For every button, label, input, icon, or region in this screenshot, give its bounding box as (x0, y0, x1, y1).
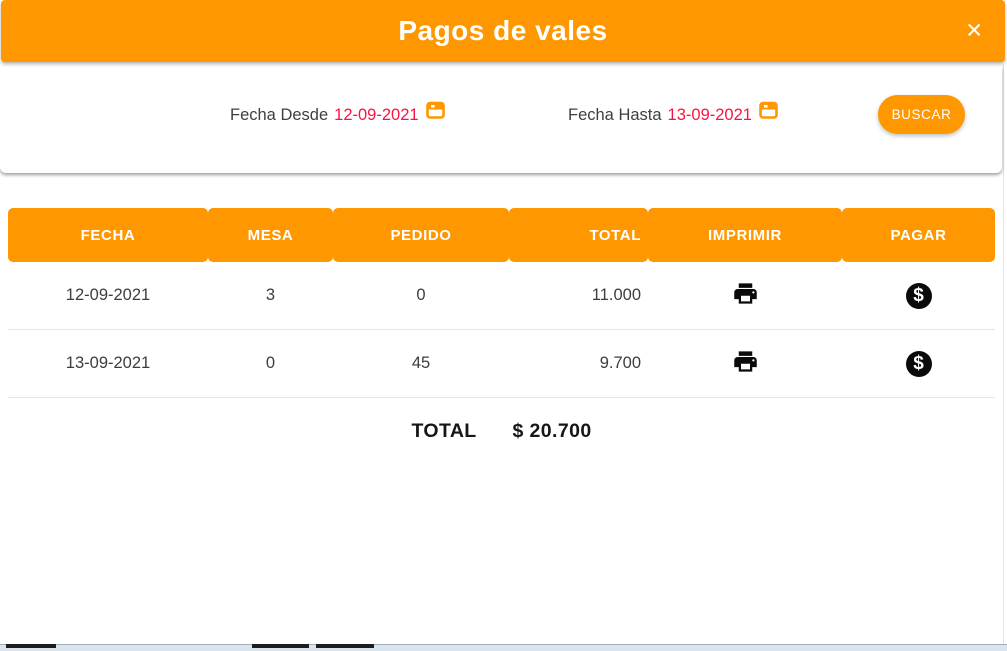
window-right-edge (1003, 64, 1004, 644)
fecha-hasta-value[interactable]: 13-09-2021 (667, 105, 752, 124)
close-icon[interactable]: ✕ (965, 19, 983, 43)
cell-imprimir (648, 262, 842, 330)
header-pedido: PEDIDO (333, 208, 509, 262)
cell-mesa: 3 (208, 262, 333, 330)
cell-total: 11.000 (509, 262, 648, 330)
header-imprimir: IMPRIMIR (648, 208, 842, 262)
summary-total-value: $ 20.700 (512, 420, 592, 442)
header-total: TOTAL (509, 208, 648, 262)
summary-total: TOTAL $ 20.700 (8, 420, 995, 443)
fecha-desde-group: Fecha Desde 12-09-2021 (230, 100, 445, 128)
summary-total-label: TOTAL (411, 420, 477, 442)
cell-pedido: 0 (333, 262, 509, 330)
dollar-circle-icon[interactable]: $ (905, 350, 932, 377)
fecha-hasta-group: Fecha Hasta 13-09-2021 (568, 100, 778, 128)
table-row: 13-09-2021 0 45 9.700 $ (8, 330, 995, 398)
cell-mesa: 0 (208, 330, 333, 398)
filter-card: Fecha Desde 12-09-2021 Fecha Hasta 13-09… (0, 66, 1002, 173)
table-header-row: FECHA MESA PEDIDO TOTAL IMPRIMIR PAGAR (8, 208, 995, 262)
page-title: Pagos de vales (398, 15, 608, 46)
fecha-hasta-label: Fecha Hasta (568, 105, 662, 124)
bottom-strip-segment (252, 644, 309, 648)
header-pagar: PAGAR (842, 208, 995, 262)
vales-table: FECHA MESA PEDIDO TOTAL IMPRIMIR PAGAR 1… (8, 208, 995, 398)
background-bottom-strip (0, 644, 1007, 651)
cell-pagar: $ (842, 262, 995, 330)
calendar-icon[interactable] (425, 100, 445, 124)
fecha-desde-value[interactable]: 12-09-2021 (334, 105, 419, 124)
buscar-button[interactable]: BUSCAR (878, 95, 965, 134)
cell-total: 9.700 (509, 330, 648, 398)
header-fecha: FECHA (8, 208, 208, 262)
cell-imprimir (648, 330, 842, 398)
cell-fecha: 13-09-2021 (8, 330, 208, 398)
printer-icon[interactable] (732, 348, 759, 375)
table-row: 12-09-2021 3 0 11.000 $ (8, 262, 995, 330)
modal-titlebar: Pagos de vales ✕ (1, 0, 1005, 62)
fecha-desde-label: Fecha Desde (230, 105, 329, 124)
cell-fecha: 12-09-2021 (8, 262, 208, 330)
calendar-icon[interactable] (759, 100, 778, 124)
cell-pagar: $ (842, 330, 995, 398)
header-mesa: MESA (208, 208, 333, 262)
dollar-circle-icon[interactable]: $ (905, 282, 932, 309)
cell-pedido: 45 (333, 330, 509, 398)
bottom-strip-segment (6, 644, 56, 648)
printer-icon[interactable] (732, 280, 759, 307)
bottom-strip-segment (316, 644, 374, 648)
